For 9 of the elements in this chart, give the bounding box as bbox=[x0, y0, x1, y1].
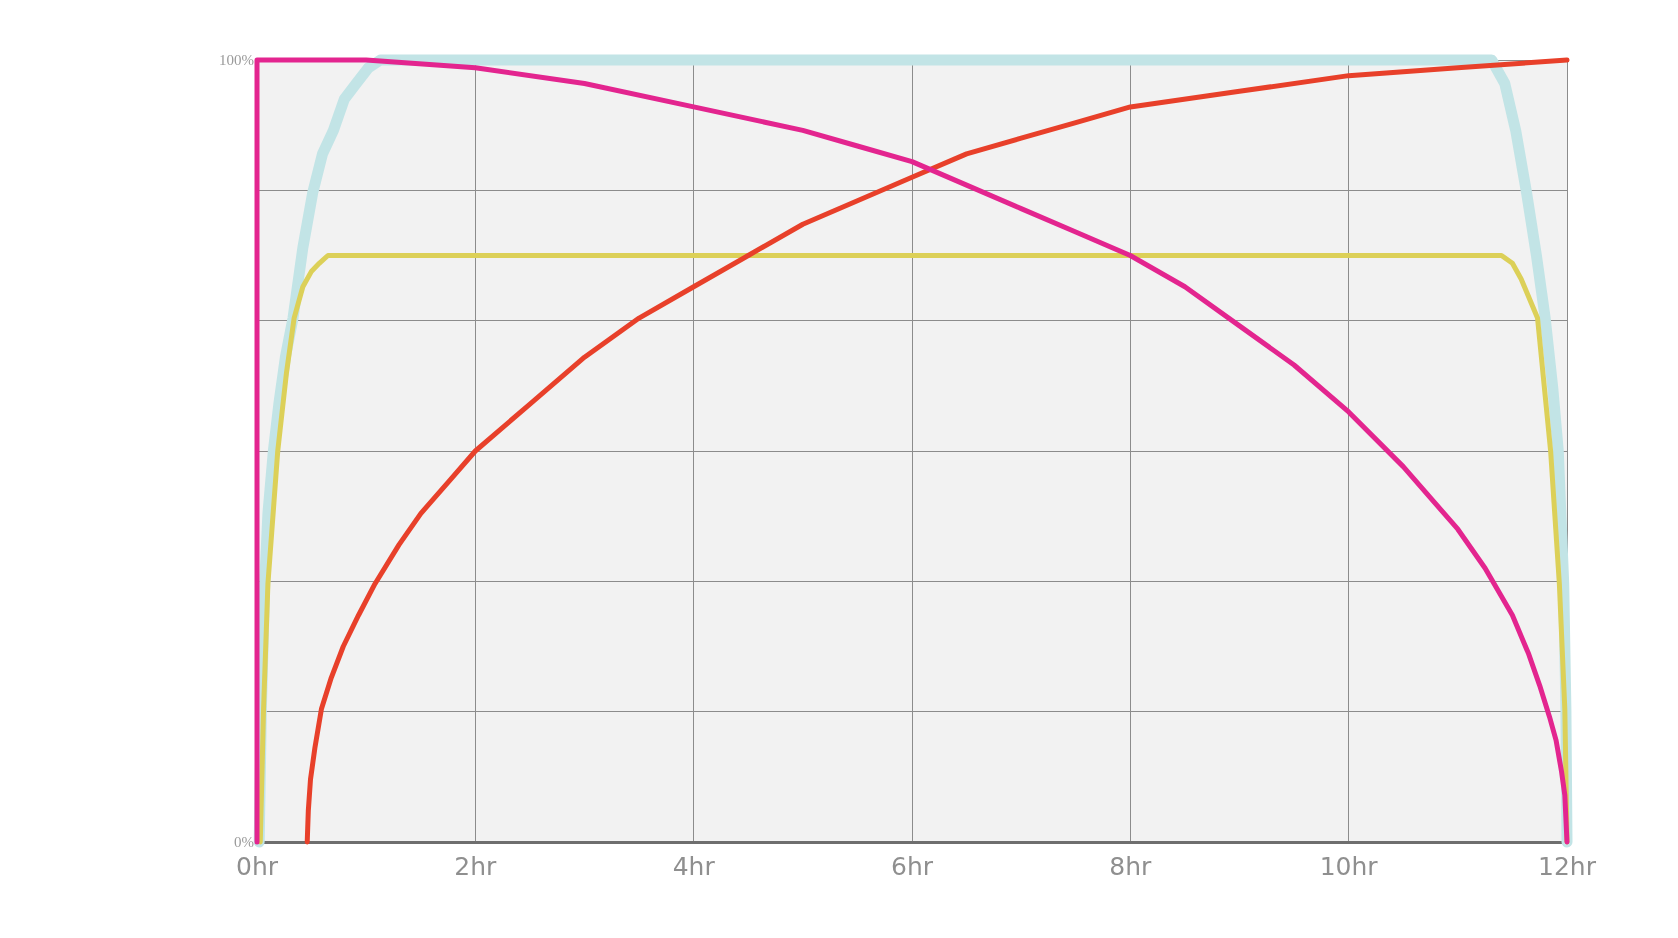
x-tick-label: 10hr bbox=[1319, 852, 1379, 881]
x-tick-label: 6hr bbox=[890, 852, 934, 881]
x-tick-label: 8hr bbox=[1109, 852, 1153, 881]
x-tick-label: 12hr bbox=[1538, 852, 1597, 881]
x-tick-label: 0hr bbox=[235, 852, 279, 881]
y-tick-label: 0% bbox=[234, 834, 254, 850]
y-tick-label: 100% bbox=[219, 52, 254, 68]
x-tick-label: 2hr bbox=[454, 852, 498, 881]
x-tick-label: 4hr bbox=[672, 852, 716, 881]
